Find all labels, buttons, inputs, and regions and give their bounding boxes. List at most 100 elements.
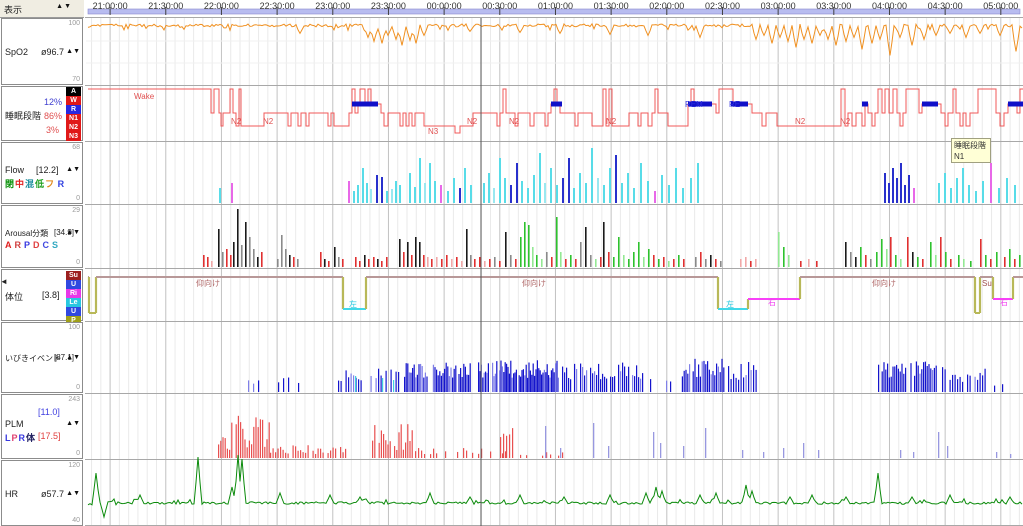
time-tick-label: 22:00:00 xyxy=(203,1,239,11)
snore-bar xyxy=(545,372,547,392)
snore-bar xyxy=(423,377,425,392)
snore-bar xyxy=(596,374,598,392)
snore-channel-box[interactable]: 100 いびきイベント [87.1] ▲▼ 0 xyxy=(1,322,83,393)
plm-bar-red xyxy=(542,455,544,458)
legend-letter: D xyxy=(33,240,42,250)
flow-event-bar xyxy=(453,178,455,203)
arousal-bar xyxy=(705,259,707,267)
plm-channel-box[interactable]: 243 [11.0] PLM ▲▼ LPR体 [17.5] 0 xyxy=(1,394,83,459)
snore-bar xyxy=(914,375,916,392)
snore-bar xyxy=(455,365,457,392)
arousal-bar xyxy=(499,261,501,267)
position-annotation: 仰向け xyxy=(522,278,546,288)
snore-bar xyxy=(448,376,450,392)
snore-bar xyxy=(969,375,971,392)
hypnogram-line xyxy=(88,88,1023,134)
snore-bar xyxy=(424,372,426,392)
snore-bar xyxy=(492,362,494,392)
plm-bar-red xyxy=(266,439,268,458)
snore-bar xyxy=(924,361,926,392)
snore-bar xyxy=(466,374,468,392)
plm-bar-red xyxy=(300,450,302,458)
arousal-bar xyxy=(700,252,702,267)
position-channel-box[interactable]: 体位 [3.8] Su U Ri Le U P xyxy=(1,269,83,325)
arousal-bar xyxy=(850,252,852,267)
snore-bar xyxy=(410,372,412,392)
snore-updown-buttons[interactable]: ▲▼ xyxy=(66,354,80,361)
flow-event-bar xyxy=(654,191,656,203)
arousal-updown-buttons[interactable]: ▲▼ xyxy=(66,229,80,236)
snore-bar xyxy=(600,379,602,392)
legend-letter: P xyxy=(24,240,33,250)
plm-bar-red xyxy=(400,424,402,458)
stage-annotation: N2 xyxy=(606,117,617,126)
arousal-bar xyxy=(386,257,388,267)
spo2-channel-box[interactable]: 100 SpO2 ø96.7 ▲▼ 70 xyxy=(1,18,83,85)
snore-bar xyxy=(923,362,925,392)
time-tick-label: 21:30:00 xyxy=(148,1,184,11)
snore-bar xyxy=(910,363,912,392)
plm-bar-red xyxy=(562,452,564,458)
arousal-bar xyxy=(257,257,259,267)
snore-bar xyxy=(461,376,463,392)
snore-bar xyxy=(962,381,964,392)
plm-bar-red xyxy=(558,455,560,458)
snore-bar xyxy=(685,369,687,392)
snore-bar xyxy=(683,370,685,392)
flow-event-bar xyxy=(579,173,581,203)
snore-bar xyxy=(586,370,588,392)
snore-bar xyxy=(478,362,480,392)
time-tick-label: 01:30:00 xyxy=(593,1,629,11)
arousal-bar xyxy=(245,222,247,267)
hr-scale-top: 120 xyxy=(68,462,80,469)
flow-event-bar xyxy=(357,185,359,203)
arousal-bar xyxy=(575,259,577,267)
snore-bar xyxy=(353,375,355,392)
legend-letter: R xyxy=(18,433,26,443)
snore-bar xyxy=(442,373,444,392)
sleep-stage-channel-box[interactable]: 睡眠段階 12% 86% 3% A W R N1 N2 N3 xyxy=(1,86,83,141)
hr-updown-buttons[interactable]: ▲▼ xyxy=(66,490,80,497)
plm-bar-lavender xyxy=(900,450,902,458)
snore-bar xyxy=(483,372,485,392)
hr-label: HR xyxy=(5,489,18,499)
arousal-bar xyxy=(1004,257,1006,267)
snore-bar xyxy=(915,361,917,392)
snore-bar xyxy=(283,378,285,392)
flow-channel-box[interactable]: 68 Flow [12.2] ▲▼ 閉中混低フ R 0 xyxy=(1,142,83,204)
plm-updown-buttons[interactable]: ▲▼ xyxy=(66,420,80,427)
snore-bar xyxy=(248,380,250,392)
collapse-arrow[interactable]: ◄ xyxy=(0,277,8,286)
time-tick-label: 03:00:00 xyxy=(760,1,796,11)
snore-bar xyxy=(515,369,517,392)
position-legend-chips: Su U Ri Le U P xyxy=(66,271,81,325)
plm-bar-red xyxy=(280,446,282,458)
flow-updown-buttons[interactable]: ▲▼ xyxy=(66,166,80,173)
snore-bar xyxy=(974,376,976,392)
snore-bar xyxy=(494,373,496,392)
flow-event-bar xyxy=(562,178,564,203)
snore-bar xyxy=(984,368,986,392)
plm-bar-red xyxy=(272,448,274,458)
snore-bar xyxy=(687,373,689,392)
spo2-updown-buttons[interactable]: ▲▼ xyxy=(66,48,80,55)
snore-bar xyxy=(590,367,592,392)
arousal-bar xyxy=(595,259,597,267)
snore-bar xyxy=(894,366,896,392)
plm-bar-red xyxy=(237,415,239,458)
plm-bar-red xyxy=(264,446,266,458)
plm-bar-red xyxy=(387,444,389,458)
flow-event-bar xyxy=(904,185,906,203)
snore-bar xyxy=(717,366,719,392)
snore-bar xyxy=(501,366,503,392)
rem-percent: 12% xyxy=(44,97,63,107)
flow-event-bar xyxy=(376,175,378,203)
arousal-channel-box[interactable]: 29 Arousal分類 [34.9] ▲▼ ARPDCS 0 xyxy=(1,205,83,268)
flow-event-bar xyxy=(896,178,898,203)
hr-channel-box[interactable]: 120 HR ø57.7 ▲▼ 40 xyxy=(1,460,83,526)
display-updown-buttons[interactable]: ▲▼ xyxy=(56,3,72,10)
plm-legend: LPR体 xyxy=(5,431,36,444)
time-scrollbar[interactable] xyxy=(87,8,1021,15)
snore-bar xyxy=(556,360,558,392)
